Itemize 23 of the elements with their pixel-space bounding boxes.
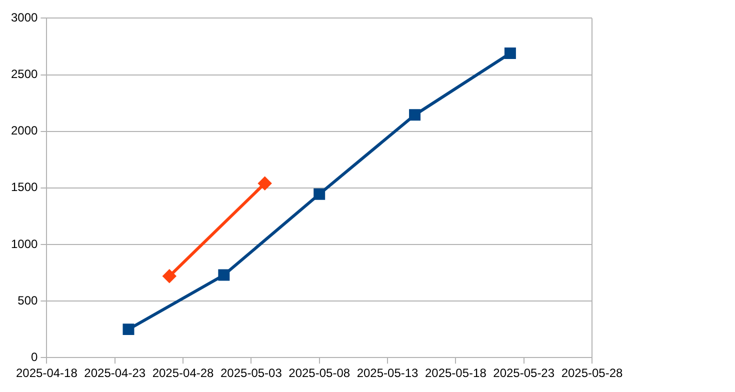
x-tick-label: 2025-04-23: [84, 366, 146, 380]
point: [258, 176, 272, 190]
point: [504, 48, 516, 60]
y-tick-label: 3000: [10, 10, 38, 25]
y-tick-label: 2500: [10, 67, 38, 82]
y-tick-label: 0: [31, 350, 38, 364]
x-tick-label: 2025-05-18: [424, 366, 487, 380]
y-tick-label: 1000: [10, 236, 38, 251]
x-tick-label: 2025-04-28: [152, 366, 214, 380]
x-tick-label: 2025-05-28: [561, 366, 624, 380]
y-tick-label: 2000: [10, 124, 38, 138]
point: [162, 270, 176, 283]
x-tick-label: 2025-05-03: [220, 366, 282, 380]
x-tick-label: 2025-05-13: [356, 366, 419, 380]
y-tick-label: 1500: [10, 180, 38, 194]
y-tick-label: 500: [18, 293, 38, 308]
x-tick-label: 2025-05-08: [288, 366, 350, 380]
point: [122, 324, 134, 336]
point: [218, 269, 230, 281]
point: [409, 109, 421, 121]
point: [314, 188, 326, 200]
x-tick-label: 2025-05-23: [493, 366, 555, 380]
x-tick-label: 2025-04-18: [16, 366, 78, 380]
